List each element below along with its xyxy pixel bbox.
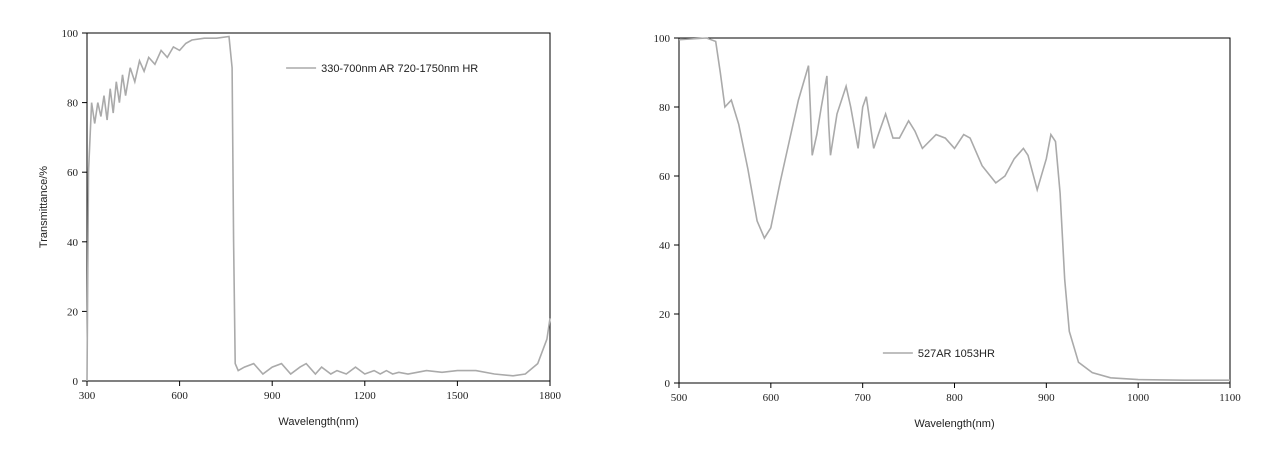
x-tick-label: 900 (1038, 392, 1055, 404)
y-tick-label: 0 (73, 376, 79, 388)
y-tick-label: 60 (659, 171, 671, 183)
x-tick-label: 600 (171, 390, 188, 402)
legend-label: 330-700nm AR 720-1750nm HR (321, 63, 478, 75)
y-axis-label: Transmittance/% (38, 166, 50, 248)
plot-frame (86, 32, 551, 382)
x-tick-label: 1000 (1127, 392, 1150, 404)
y-tick-label: 20 (67, 306, 79, 318)
y-axis-label: Transmittance/% (640, 169, 642, 251)
y-tick-label: 40 (67, 237, 79, 249)
y-tick-label: 60 (67, 167, 79, 179)
data-line (678, 37, 1230, 381)
x-tick-label: 300 (79, 390, 96, 402)
x-tick-label: 1200 (354, 390, 377, 402)
x-tick-label: 700 (854, 392, 871, 404)
x-tick-label: 1500 (446, 390, 469, 402)
x-tick-label: 500 (671, 392, 688, 404)
x-tick-label: 900 (264, 390, 281, 402)
plot-frame (678, 37, 1231, 384)
x-tick-label: 1100 (1219, 392, 1241, 404)
y-tick-label: 20 (659, 309, 671, 321)
chart-2: 500 600 700 800 900 1000 1100 0 20 40 60 80 100 Wavel… (640, 33, 1241, 430)
data-line (86, 35, 551, 382)
x-axis-label: Wavelength(nm) (278, 416, 358, 428)
y-tick-label: 0 (665, 378, 671, 390)
y-tick-label: 80 (659, 102, 671, 114)
chart-1: 300 600 900 1200 1500 1800 0 20 40 60 80 100 Wavelen… (38, 28, 562, 428)
y-tick-label: 40 (659, 240, 671, 252)
legend-label: 527AR 1053HR (918, 348, 995, 360)
y-tick-label: 100 (654, 33, 671, 45)
x-tick-label: 1800 (539, 390, 562, 402)
x-tick-label: 800 (946, 392, 963, 404)
x-axis-label: Wavelength(nm) (914, 418, 994, 430)
x-tick-label: 600 (763, 392, 780, 404)
y-tick-label: 80 (67, 98, 79, 110)
y-tick-label: 100 (62, 28, 79, 40)
